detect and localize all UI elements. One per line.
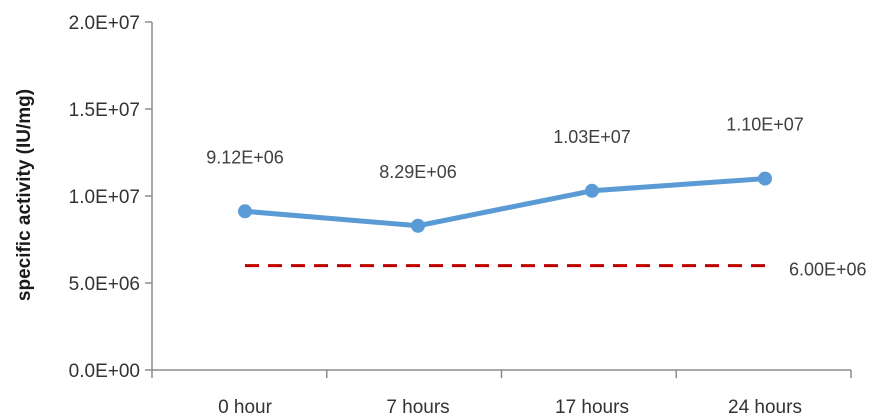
data-label: 8.29E+06 (379, 162, 457, 182)
x-tick-label: 0 hour (218, 397, 273, 418)
x-axis-ticks: 0 hour 7 hours 17 hours 24 hours (151, 370, 852, 418)
data-point (411, 218, 425, 233)
reference-line-group: 6.00E+06 (245, 260, 867, 280)
data-point (758, 171, 772, 186)
y-axis-ticks: 0.0E+00 5.0E+06 1.0E+07 1.5E+07 2.0E+07 (69, 13, 152, 382)
x-tick-label: 24 hours (728, 397, 802, 418)
y-tick-label: 1.5E+07 (69, 100, 140, 121)
y-tick-label: 5.0E+06 (69, 274, 140, 295)
data-label: 9.12E+06 (206, 147, 284, 167)
series-group (238, 171, 772, 233)
y-tick-label: 2.0E+07 (69, 13, 140, 34)
data-point (585, 183, 599, 198)
y-tick-label: 0.0E+00 (69, 361, 140, 382)
reference-line-label: 6.00E+06 (789, 260, 867, 280)
y-axis-title: specific activity (IU/mg) (14, 89, 35, 301)
x-tick-label: 17 hours (555, 397, 629, 418)
data-point (238, 204, 252, 219)
data-label: 1.03E+07 (553, 127, 631, 147)
x-tick-label: 7 hours (386, 397, 449, 418)
y-tick-label: 1.0E+07 (69, 187, 140, 208)
series-line (242, 176, 768, 229)
plot-area: 0.0E+00 5.0E+06 1.0E+07 1.5E+07 2.0E+07 0 ho… (69, 13, 867, 418)
data-labels-group: 9.12E+06 8.29E+06 1.03E+07 1.10E+07 (206, 115, 804, 182)
data-label: 1.10E+07 (726, 115, 804, 135)
